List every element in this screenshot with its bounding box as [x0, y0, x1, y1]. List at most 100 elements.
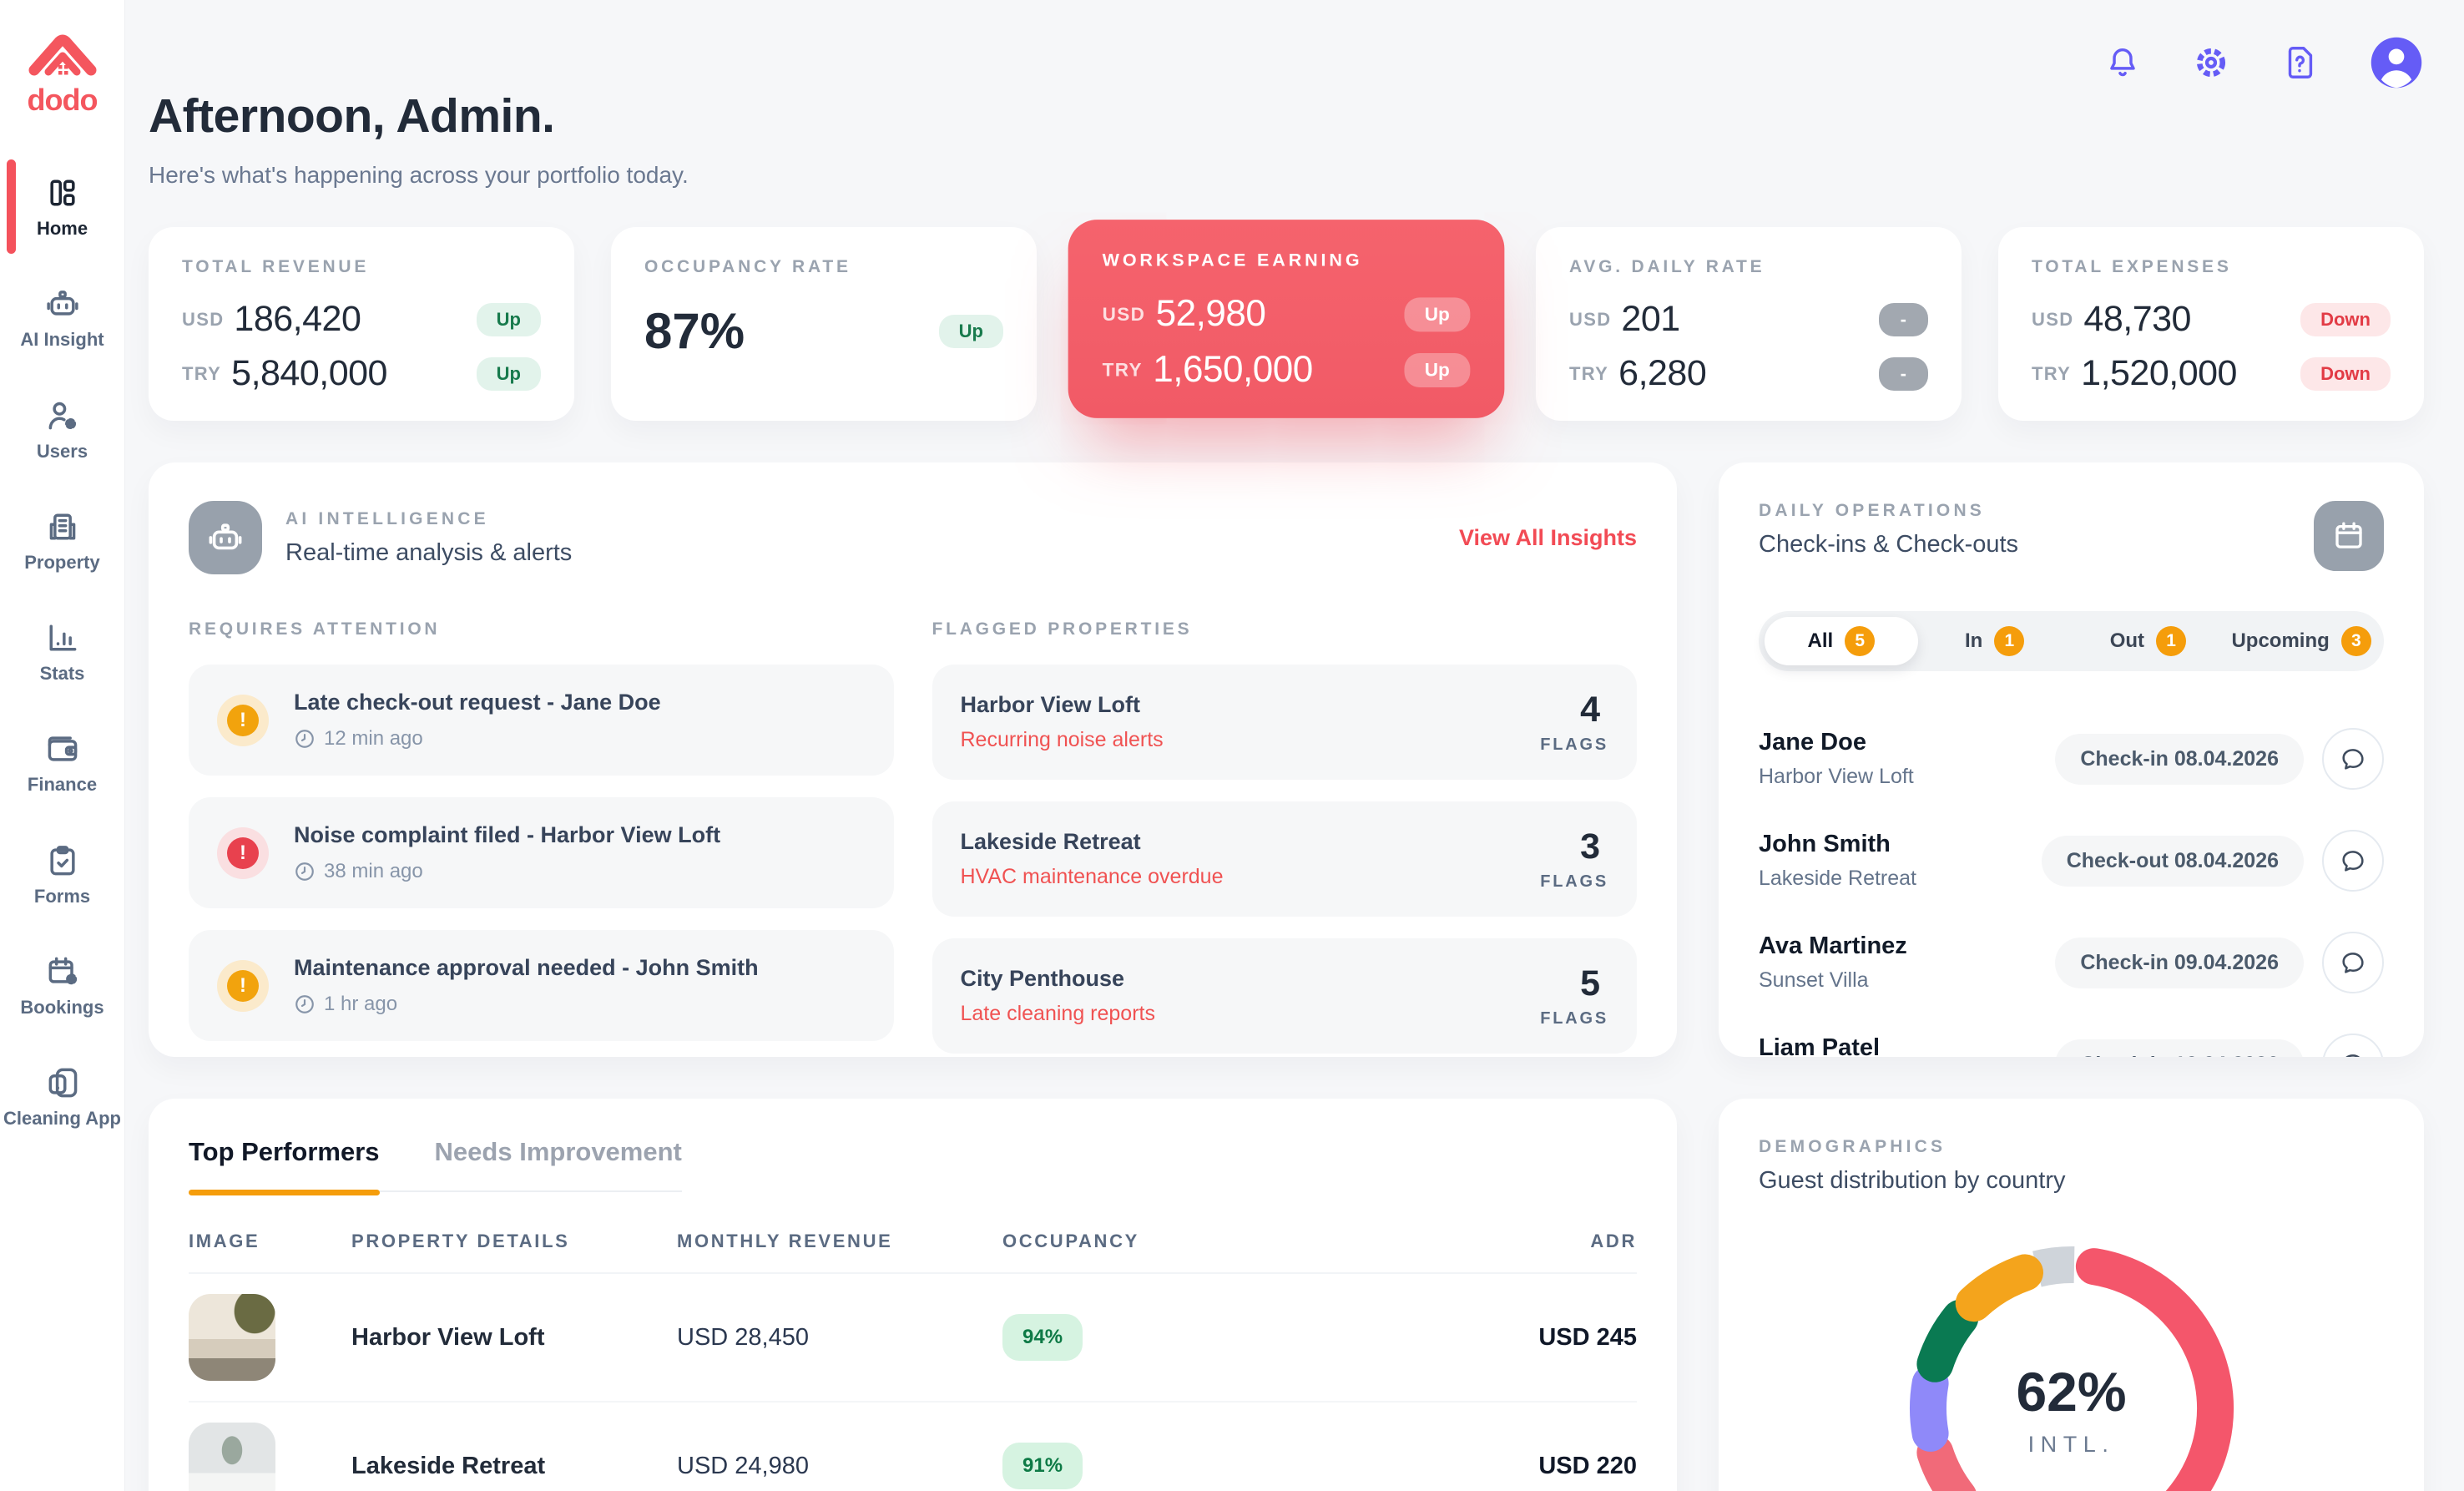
currency-label: USD: [1102, 303, 1146, 325]
currency-label: TRY: [1569, 362, 1609, 384]
robot-icon: [46, 291, 78, 316]
attention-title: Noise complaint filed - Harbor View Loft: [294, 822, 721, 847]
flagged-property-name: Lakeside Retreat: [960, 829, 1141, 854]
view-all-insights-link[interactable]: View All Insights: [1458, 524, 1637, 550]
attention-item[interactable]: ! Late check-out request - Jane Doe 12 m…: [189, 665, 894, 776]
tab-count-badge: 5: [1845, 626, 1876, 656]
tab-needs-improvement[interactable]: Needs Improvement: [434, 1137, 682, 1166]
donut-center: 62% INTL.: [1891, 1228, 2252, 1491]
occupancy-badge: 94%: [1002, 1314, 1083, 1361]
trend-badge: Up: [476, 302, 541, 336]
main-content: Afternoon, Admin. Here's what's happenin…: [125, 0, 2464, 1491]
flag-count: 4: [1580, 690, 1600, 730]
dodo-roof-icon: [28, 34, 96, 76]
sidebar-item-ai-insight[interactable]: AI Insight: [0, 282, 124, 353]
operation-row[interactable]: Liam Patel City Penthouse Check-in 10.04…: [1759, 1013, 2384, 1057]
flagged-properties-column: FLAGGED PROPERTIES Harbor View Loft Recu…: [932, 619, 1637, 1054]
message-button[interactable]: [2322, 830, 2384, 892]
operation-row[interactable]: John Smith Lakeside Retreat Check-out 08…: [1759, 810, 2384, 912]
tab-label: In: [1964, 629, 1983, 652]
demographics-subtitle: Guest distribution by country: [1759, 1167, 2066, 1194]
sidebar-item-label: Home: [36, 218, 88, 239]
currency-label: TRY: [1102, 358, 1143, 381]
tab-out[interactable]: Out 1: [2072, 617, 2225, 665]
page-subtitle: Here's what's happening across your port…: [149, 162, 689, 188]
clock-icon: [295, 995, 314, 1013]
robot-icon: [209, 523, 242, 550]
kpi-label: WORKSPACE EARNING: [1102, 250, 1363, 270]
donut-center-label: INTL.: [2027, 1431, 2115, 1457]
calendar-icon: [2335, 522, 2362, 548]
operation-row[interactable]: Ava Martinez Sunset Villa Check-in 09.04…: [1759, 912, 2384, 1013]
table-header-row: IMAGE PROPERTY DETAILS MONTHLY REVENUE O…: [189, 1231, 1637, 1274]
sidebar-item-label: Cleaning App: [3, 1108, 121, 1130]
guest-name: Ava Martinez: [1759, 933, 1907, 959]
table-row[interactable]: Harbor View Loft USD 28,450 94% USD 245: [189, 1274, 1637, 1403]
currency-label: TRY: [182, 362, 222, 384]
occupancy-badge: 91%: [1002, 1443, 1083, 1489]
guest-property: Harbor View Loft: [1759, 765, 1914, 788]
kpi-value: 48,730: [2083, 299, 2191, 339]
demographics-card: DEMOGRAPHICS Guest distribution by count…: [1719, 1099, 2424, 1491]
donut-center-value: 62%: [2016, 1360, 2127, 1423]
notification-bell-icon[interactable]: [2103, 43, 2142, 82]
property-name: Harbor View Loft: [351, 1323, 545, 1351]
calendar-button[interactable]: [2314, 501, 2384, 571]
sidebar-item-property[interactable]: Property: [0, 505, 124, 576]
message-button[interactable]: [2322, 1034, 2384, 1057]
message-button[interactable]: [2322, 728, 2384, 790]
sidebar-item-label: Forms: [33, 885, 91, 907]
sidebar-item-bookings[interactable]: Bookings: [0, 950, 124, 1021]
user-avatar[interactable]: [2369, 35, 2424, 90]
requires-attention-column: REQUIRES ATTENTION ! Late check-out requ…: [189, 619, 894, 1054]
sidebar-item-home[interactable]: Home: [0, 159, 124, 255]
trend-badge: Up: [938, 314, 1003, 348]
status-badge: Check-in 10.04.2026: [2055, 1039, 2304, 1057]
tab-count-badge: 1: [2156, 626, 2187, 656]
demographics-donut: 62% INTL.: [1891, 1228, 2252, 1491]
sidebar-item-cleaning-app[interactable]: Cleaning App: [0, 1061, 124, 1132]
column-header-image: IMAGE: [189, 1231, 260, 1251]
attention-item[interactable]: ! Maintenance approval needed - John Smi…: [189, 930, 894, 1041]
tab-count-badge: 1: [1994, 626, 2025, 656]
status-badge: Check-out 08.04.2026: [2041, 835, 2304, 887]
status-badge: Check-in 08.04.2026: [2055, 733, 2304, 785]
flagged-property-issue: Late cleaning reports: [960, 1002, 1155, 1025]
flagged-property-item[interactable]: Lakeside Retreat HVAC maintenance overdu…: [932, 801, 1637, 917]
kpi-label: TOTAL REVENUE: [182, 257, 370, 276]
attention-item[interactable]: ! Noise complaint filed - Harbor View Lo…: [189, 797, 894, 908]
help-document-icon[interactable]: [2280, 43, 2319, 82]
bar-chart-icon: [49, 624, 76, 651]
property-photo: [189, 1423, 275, 1491]
message-button[interactable]: [2322, 932, 2384, 993]
table-row[interactable]: Lakeside Retreat USD 24,980 91% USD 220: [189, 1403, 1637, 1491]
guest-name: Liam Patel: [1759, 1034, 1881, 1057]
kpi-total-revenue: TOTAL REVENUE USD 186,420 Up TRY 5,840,000 U…: [149, 227, 574, 421]
chat-bubble-icon: [2345, 1054, 2360, 1057]
flagged-property-name: City Penthouse: [960, 966, 1125, 991]
daily-operations-subtitle: Check-ins & Check-outs: [1759, 531, 2019, 558]
sidebar-nav: Home AI Insight Users: [0, 159, 124, 1133]
currency-label: USD: [1569, 308, 1612, 330]
sidebar-item-stats[interactable]: Stats: [0, 616, 124, 687]
ai-section-title: AI INTELLIGENCE: [285, 508, 489, 528]
tab-upcoming[interactable]: Upcoming 3: [2224, 617, 2378, 665]
sidebar-item-users[interactable]: Users: [0, 394, 124, 465]
kpi-label: AVG. DAILY RATE: [1569, 257, 1765, 276]
tab-in[interactable]: In 1: [1918, 617, 2072, 665]
operation-row[interactable]: Jane Doe Harbor View Loft Check-in 08.04…: [1759, 708, 2384, 810]
sidebar-item-label: Bookings: [20, 997, 104, 1018]
tab-all[interactable]: All 5: [1765, 617, 1918, 665]
kpi-value: 1,520,000: [2081, 353, 2237, 393]
daily-operations-title: DAILY OPERATIONS: [1759, 501, 1986, 520]
tab-label: All: [1807, 629, 1834, 652]
sidebar-item-finance[interactable]: Finance: [0, 727, 124, 798]
status-badge: Check-in 09.04.2026: [2055, 937, 2304, 988]
flagged-property-item[interactable]: Harbor View Loft Recurring noise alerts …: [932, 665, 1637, 780]
tab-top-performers[interactable]: Top Performers: [189, 1137, 380, 1195]
flagged-property-item[interactable]: City Penthouse Late cleaning reports 5 F…: [932, 938, 1637, 1054]
settings-gear-icon[interactable]: [2192, 43, 2230, 82]
operations-tab-bar: All 5 In 1 Out 1 Upcoming 3: [1759, 611, 2384, 671]
alert-icon: !: [217, 826, 269, 879]
sidebar-item-forms[interactable]: Forms: [0, 839, 124, 910]
